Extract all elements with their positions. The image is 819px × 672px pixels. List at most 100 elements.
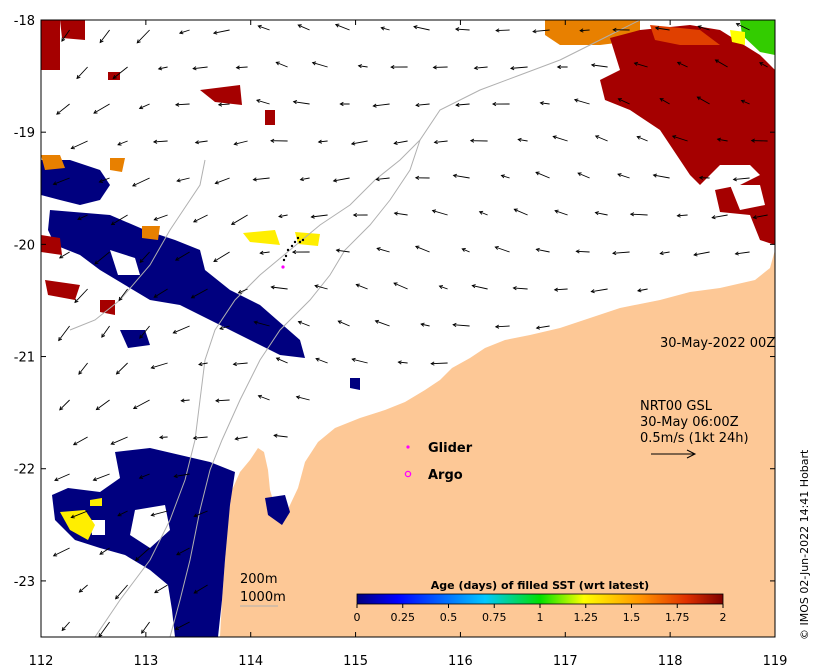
y-axis: -18 -19 -20 -21 -22 -23 <box>14 14 775 590</box>
current-arrow <box>513 287 528 290</box>
current-arrow-head <box>473 65 478 71</box>
current-arrow <box>174 473 190 477</box>
current-arrow-head <box>357 64 363 69</box>
current-arrow-head <box>376 247 381 252</box>
current-arrow-head <box>310 214 315 219</box>
current-arrow-head <box>590 289 595 294</box>
current-arrow-head <box>219 325 224 330</box>
current-arrow <box>53 547 70 557</box>
current-arrow-head <box>141 629 145 634</box>
current-arrow <box>117 140 128 146</box>
current-arrow-head <box>420 322 425 327</box>
current-arrow <box>352 358 368 364</box>
date-label: 30-May-2022 00Z <box>660 336 775 351</box>
current-arrow <box>741 100 750 105</box>
current-arrow-head <box>431 209 437 214</box>
current-arrow <box>76 66 88 79</box>
current-arrow <box>153 288 168 298</box>
current-arrow <box>421 323 430 327</box>
current-arrow <box>218 103 230 106</box>
current-arrow <box>591 288 608 293</box>
current-arrow <box>733 177 750 181</box>
current-arrow <box>213 251 230 262</box>
current-arrow <box>236 66 248 69</box>
current-arrow-head <box>500 174 505 179</box>
current-arrow-head <box>237 289 242 294</box>
current-arrow-head <box>494 324 500 329</box>
current-arrow-head <box>415 245 420 250</box>
isobath-contours <box>69 20 641 637</box>
current-arrow <box>462 248 470 253</box>
current-arrow <box>536 248 550 253</box>
current-arrow <box>453 324 470 327</box>
current-arrow <box>176 177 190 182</box>
current-arrow-head <box>393 140 398 145</box>
current-arrow <box>595 135 608 142</box>
current-arrow <box>356 284 368 290</box>
current-arrow-head <box>270 138 275 143</box>
current-arrow-head <box>275 61 280 66</box>
current-arrow-head <box>58 336 63 342</box>
current-arrow <box>496 29 510 32</box>
sst-high-age-patches <box>41 20 775 315</box>
current-arrow <box>93 103 110 114</box>
current-arrow-head <box>696 96 701 101</box>
current-arrow-head <box>573 98 579 103</box>
current-arrow <box>139 251 150 263</box>
current-arrow-head <box>158 435 164 440</box>
current-arrow <box>71 510 88 518</box>
current-arrow-head <box>94 260 99 265</box>
current-arrow-head <box>452 173 458 178</box>
current-arrow-head <box>291 250 297 255</box>
current-arrow <box>258 25 270 31</box>
current-arrow <box>256 99 270 105</box>
current-arrow-head <box>311 61 317 66</box>
colorbar-title: Age (days) of filled SST (wrt latest) <box>431 579 649 592</box>
current-arrow-head <box>174 626 179 630</box>
current-arrow-head <box>552 135 557 140</box>
current-arrow <box>175 251 190 261</box>
current-arrow-head <box>714 59 719 64</box>
current-arrow-head <box>150 512 155 517</box>
current-arrow-head <box>110 221 116 226</box>
current-arrow <box>99 177 110 183</box>
current-arrow <box>595 212 608 216</box>
current-arrow <box>53 177 70 185</box>
current-arrow-head <box>517 137 522 142</box>
current-arrow-head <box>257 394 263 399</box>
y-tick-label: -19 <box>14 126 35 141</box>
current-arrow <box>78 362 88 375</box>
current-arrow <box>315 358 328 364</box>
current-arrow-head <box>136 39 141 44</box>
current-arrow-head <box>134 557 140 562</box>
current-arrow <box>351 140 368 145</box>
current-arrow-head <box>594 211 599 216</box>
current-arrow-head <box>54 477 59 482</box>
current-arrow-head <box>397 360 402 365</box>
current-arrow-head <box>252 177 257 182</box>
current-arrow <box>193 214 208 223</box>
current-arrow <box>533 29 550 33</box>
current-arrow-head <box>510 66 515 71</box>
current-arrow-head <box>693 252 698 257</box>
current-arrow-head <box>617 173 622 178</box>
current-arrow-head <box>150 365 155 370</box>
current-arrow <box>139 473 150 479</box>
current-arrow <box>358 65 368 68</box>
current-arrow <box>235 436 248 440</box>
current-arrow <box>612 251 630 254</box>
current-arrow-head <box>750 138 755 143</box>
current-arrow-head <box>235 65 240 70</box>
current-arrow-head <box>58 254 64 259</box>
current-arrow <box>518 138 528 142</box>
current-arrow <box>111 214 128 225</box>
current-arrow <box>536 325 550 329</box>
current-arrow <box>101 325 110 338</box>
current-arrow-head <box>413 25 418 30</box>
current-arrow-head <box>374 319 380 324</box>
current-arrow <box>474 66 488 69</box>
current-arrow-head <box>659 98 664 102</box>
current-arrow-head <box>652 173 657 178</box>
current-arrow <box>193 66 208 70</box>
current-arrow <box>510 66 528 69</box>
